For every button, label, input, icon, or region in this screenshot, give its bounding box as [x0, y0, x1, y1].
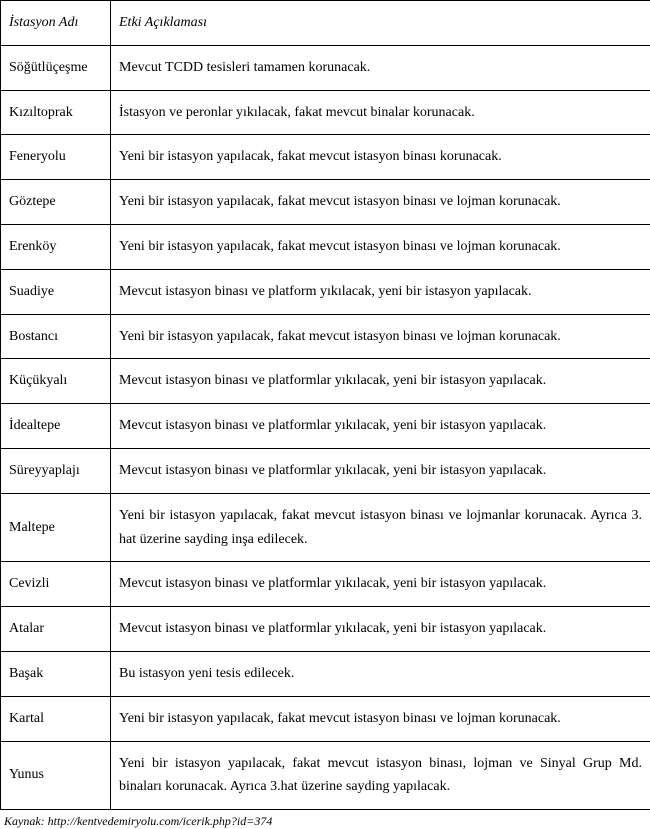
station-cell: Başak: [1, 651, 111, 696]
header-station: İstasyon Adı: [1, 1, 111, 46]
table-row: Süreyyaplajı Mevcut istasyon binası ve p…: [1, 448, 650, 493]
station-cell: İdealtepe: [1, 404, 111, 449]
table-row: Cevizli Mevcut istasyon binası ve platfo…: [1, 562, 650, 607]
station-cell: Bostancı: [1, 314, 111, 359]
desc-cell: Mevcut istasyon binası ve platformlar yı…: [111, 607, 650, 652]
table-row: Bostancı Yeni bir istasyon yapılacak, fa…: [1, 314, 650, 359]
table-row: Söğütlüçeşme Mevcut TCDD tesisleri tamam…: [1, 45, 650, 90]
desc-cell: Yeni bir istasyon yapılacak, fakat mevcu…: [111, 741, 650, 810]
station-cell: Süreyyaplajı: [1, 448, 111, 493]
table-row: Başak Bu istasyon yeni tesis edilecek.: [1, 651, 650, 696]
station-cell: Küçükyalı: [1, 359, 111, 404]
desc-cell: Mevcut istasyon binası ve platformlar yı…: [111, 359, 650, 404]
desc-cell: Mevcut istasyon binası ve platformlar yı…: [111, 448, 650, 493]
table-row: Atalar Mevcut istasyon binası ve platfor…: [1, 607, 650, 652]
table-row: Erenköy Yeni bir istasyon yapılacak, fak…: [1, 224, 650, 269]
station-cell: Atalar: [1, 607, 111, 652]
table-row: Feneryolu Yeni bir istasyon yapılacak, f…: [1, 135, 650, 180]
desc-cell: Mevcut TCDD tesisleri tamamen korunacak.: [111, 45, 650, 90]
desc-cell: Bu istasyon yeni tesis edilecek.: [111, 651, 650, 696]
desc-cell: İstasyon ve peronlar yıkılacak, fakat me…: [111, 90, 650, 135]
station-cell: Söğütlüçeşme: [1, 45, 111, 90]
source-line: Kaynak: http://kentvedemiryolu.com/iceri…: [0, 810, 650, 829]
table-row: Kızıltoprak İstasyon ve peronlar yıkılac…: [1, 90, 650, 135]
station-cell: Kızıltoprak: [1, 90, 111, 135]
table-body: İstasyon Adı Etki Açıklaması Söğütlüçeşm…: [1, 1, 650, 810]
header-desc: Etki Açıklaması: [111, 1, 650, 46]
station-cell: Maltepe: [1, 493, 111, 562]
desc-cell: Yeni bir istasyon yapılacak, fakat mevcu…: [111, 696, 650, 741]
table-header-row: İstasyon Adı Etki Açıklaması: [1, 1, 650, 46]
desc-cell: Yeni bir istasyon yapılacak, fakat mevcu…: [111, 180, 650, 225]
desc-cell: Mevcut istasyon binası ve platform yıkıl…: [111, 269, 650, 314]
station-cell: Kartal: [1, 696, 111, 741]
station-cell: Suadiye: [1, 269, 111, 314]
desc-cell: Yeni bir istasyon yapılacak, fakat mevcu…: [111, 314, 650, 359]
table-row: Maltepe Yeni bir istasyon yapılacak, fak…: [1, 493, 650, 562]
table-row: Yunus Yeni bir istasyon yapılacak, fakat…: [1, 741, 650, 810]
station-cell: Feneryolu: [1, 135, 111, 180]
station-cell: Göztepe: [1, 180, 111, 225]
table-row: Göztepe Yeni bir istasyon yapılacak, fak…: [1, 180, 650, 225]
station-cell: Cevizli: [1, 562, 111, 607]
station-cell: Yunus: [1, 741, 111, 810]
table-row: Suadiye Mevcut istasyon binası ve platfo…: [1, 269, 650, 314]
station-cell: Erenköy: [1, 224, 111, 269]
desc-cell: Yeni bir istasyon yapılacak, fakat mevcu…: [111, 493, 650, 562]
table-row: Kartal Yeni bir istasyon yapılacak, faka…: [1, 696, 650, 741]
table-row: Küçükyalı Mevcut istasyon binası ve plat…: [1, 359, 650, 404]
impact-table: İstasyon Adı Etki Açıklaması Söğütlüçeşm…: [0, 0, 650, 810]
desc-cell: Yeni bir istasyon yapılacak, fakat mevcu…: [111, 135, 650, 180]
desc-cell: Mevcut istasyon binası ve platformlar yı…: [111, 404, 650, 449]
desc-cell: Mevcut istasyon binası ve platformlar yı…: [111, 562, 650, 607]
table-row: İdealtepe Mevcut istasyon binası ve plat…: [1, 404, 650, 449]
desc-cell: Yeni bir istasyon yapılacak, fakat mevcu…: [111, 224, 650, 269]
